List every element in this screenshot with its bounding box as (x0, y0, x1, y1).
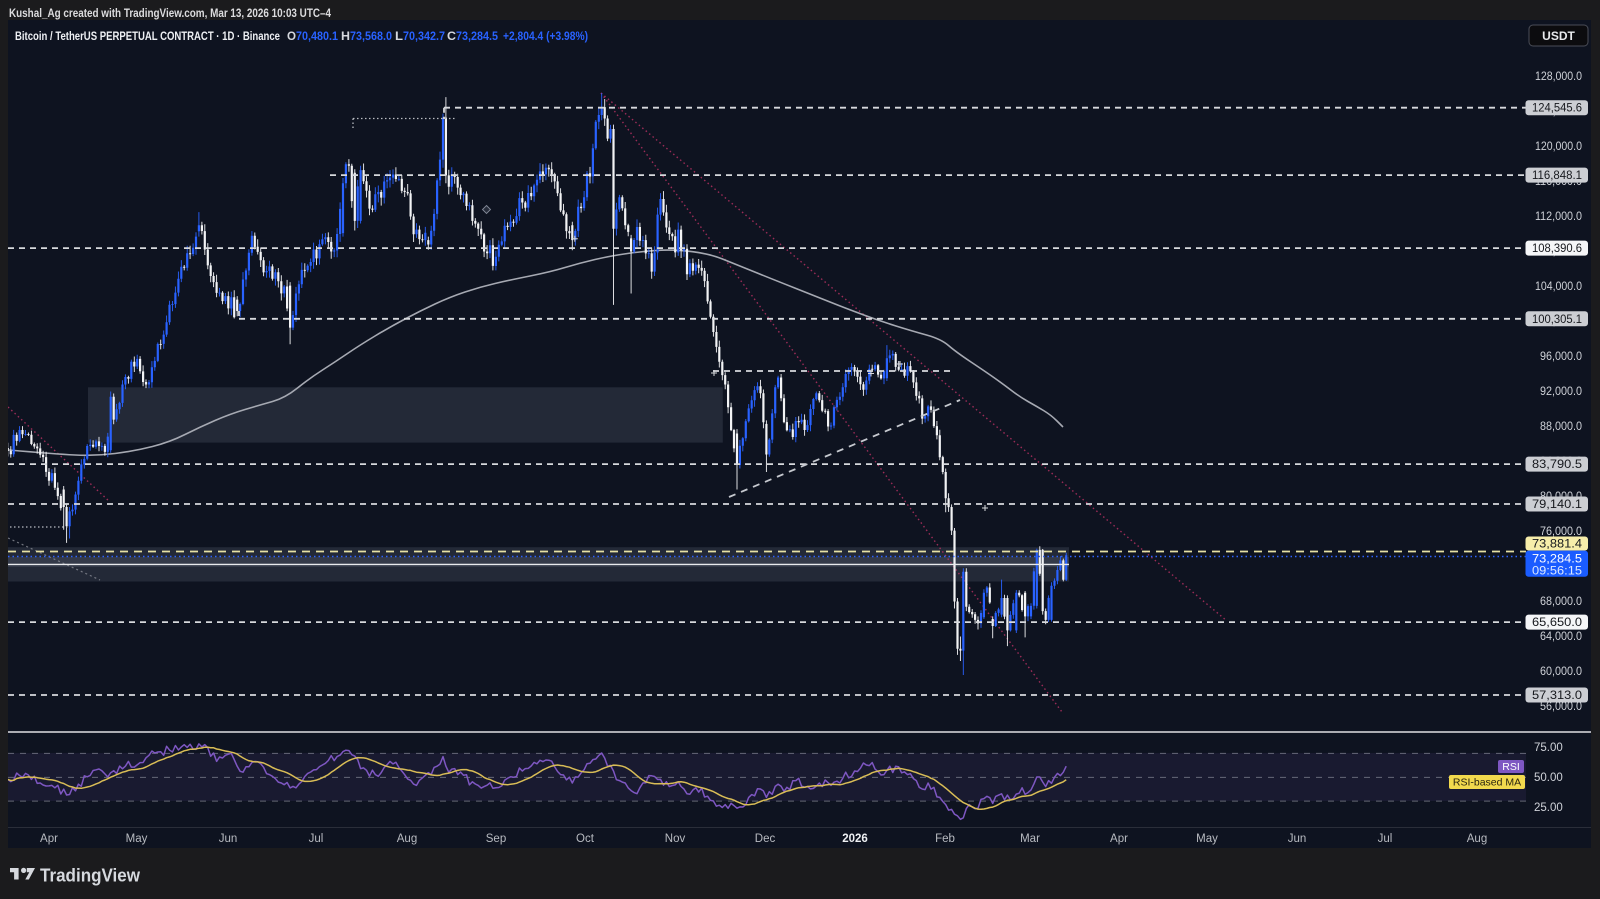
svg-text:Aug: Aug (1467, 833, 1487, 845)
svg-text:Jun: Jun (1288, 833, 1307, 845)
svg-text:09:56:15: 09:56:15 (1532, 566, 1582, 578)
svg-text:C: C (447, 29, 456, 43)
svg-text:Sep: Sep (486, 833, 506, 845)
svg-text:70,342.7: 70,342.7 (403, 29, 445, 43)
svg-text:50.00: 50.00 (1534, 772, 1563, 784)
svg-text:75.00: 75.00 (1534, 742, 1563, 754)
svg-text:+2,804.4 (+3.98%): +2,804.4 (+3.98%) (503, 29, 588, 43)
svg-text:92,000.0: 92,000.0 (1540, 386, 1582, 398)
svg-text:Jun: Jun (219, 833, 238, 845)
svg-text:RSI: RSI (1502, 761, 1520, 773)
svg-text:RSI-based MA: RSI-based MA (1453, 777, 1521, 789)
svg-text:USDT: USDT (1542, 29, 1575, 43)
svg-text:112,000.0: 112,000.0 (1535, 211, 1582, 223)
svg-text:May: May (126, 833, 148, 845)
svg-text:Aug: Aug (397, 833, 417, 845)
svg-text:116,848.1: 116,848.1 (1532, 170, 1582, 182)
svg-text:TradingView: TradingView (40, 865, 141, 886)
svg-text:57,313.0: 57,313.0 (1532, 690, 1582, 702)
svg-text:64,000.0: 64,000.0 (1540, 631, 1582, 643)
svg-text:73,881.4: 73,881.4 (1532, 539, 1583, 551)
svg-text:88,000.0: 88,000.0 (1540, 421, 1582, 433)
svg-text:2026: 2026 (842, 833, 868, 845)
svg-text:L: L (395, 29, 403, 43)
svg-text:Jul: Jul (309, 833, 324, 845)
svg-text:65,650.0: 65,650.0 (1532, 617, 1582, 629)
svg-text:Kushal_Ag created with Trading: Kushal_Ag created with TradingView.com, … (9, 8, 332, 20)
svg-text:96,000.0: 96,000.0 (1540, 351, 1582, 363)
svg-text:73,284.5: 73,284.5 (1532, 553, 1582, 565)
svg-text:Dec: Dec (755, 833, 776, 845)
svg-text:56,000.0: 56,000.0 (1540, 701, 1582, 713)
svg-text:Apr: Apr (40, 833, 58, 845)
svg-text:60,000.0: 60,000.0 (1540, 666, 1582, 678)
svg-text:May: May (1196, 833, 1218, 845)
svg-text:Apr: Apr (1110, 833, 1128, 845)
svg-text:Mar: Mar (1020, 833, 1040, 845)
svg-text:Oct: Oct (576, 833, 595, 845)
svg-text:73,568.0: 73,568.0 (350, 29, 392, 43)
svg-text:108,390.6: 108,390.6 (1532, 243, 1582, 255)
svg-text:Bitcoin / TetherUS PERPETUAL C: Bitcoin / TetherUS PERPETUAL CONTRACT · … (15, 29, 280, 43)
svg-text:100,305.1: 100,305.1 (1532, 314, 1582, 326)
svg-text:120,000.0: 120,000.0 (1535, 141, 1582, 153)
svg-text:68,000.0: 68,000.0 (1540, 596, 1582, 608)
svg-text:Jul: Jul (1378, 833, 1393, 845)
svg-text:83,790.5: 83,790.5 (1532, 459, 1582, 471)
svg-text:76,000.0: 76,000.0 (1540, 526, 1582, 538)
svg-text:124,545.6: 124,545.6 (1532, 103, 1582, 115)
svg-text:73,284.5: 73,284.5 (456, 29, 498, 43)
svg-text:Nov: Nov (665, 833, 686, 845)
svg-text:104,000.0: 104,000.0 (1535, 281, 1582, 293)
svg-text:25.00: 25.00 (1534, 802, 1563, 814)
svg-text:79,140.1: 79,140.1 (1532, 499, 1582, 511)
svg-text:70,480.1: 70,480.1 (296, 29, 338, 43)
svg-text:128,000.0: 128,000.0 (1535, 71, 1582, 83)
svg-text:Feb: Feb (935, 833, 955, 845)
svg-text:O: O (287, 29, 296, 43)
svg-text:H: H (341, 29, 350, 43)
